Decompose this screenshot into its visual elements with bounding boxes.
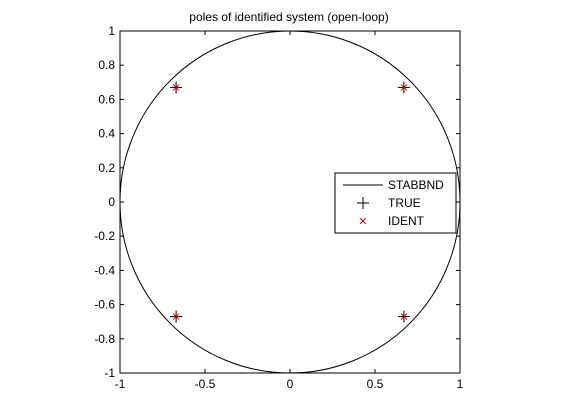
legend-label: TRUE [388,196,421,210]
y-tick-label: -0.6 [94,298,115,312]
legend: STABBND TRUE IDENT [335,173,456,233]
x-tick-label: 1 [457,377,464,391]
x-tick-label: 0 [287,377,294,391]
y-tick-label: 0.4 [98,127,115,141]
legend-label: IDENT [388,214,425,228]
y-tick-label: 0 [108,195,115,209]
y-tick-label: -1 [104,366,115,380]
x-tick-label: 0.5 [367,377,384,391]
y-tick-label: 0.8 [98,58,115,72]
legend-label: STABBND [388,178,444,192]
x-tick-label: -1 [115,377,126,391]
y-tick-label: 1 [108,24,115,38]
chart-title: poles of identified system (open-loop) [189,10,388,24]
x-tick-label: -0.5 [195,377,216,391]
y-tick-label: 0.6 [98,92,115,106]
y-tick-label: -0.4 [94,263,115,277]
y-tick-label: -0.8 [94,332,115,346]
y-tick-label: 0.2 [98,161,115,175]
y-tick-label: -0.2 [94,229,115,243]
